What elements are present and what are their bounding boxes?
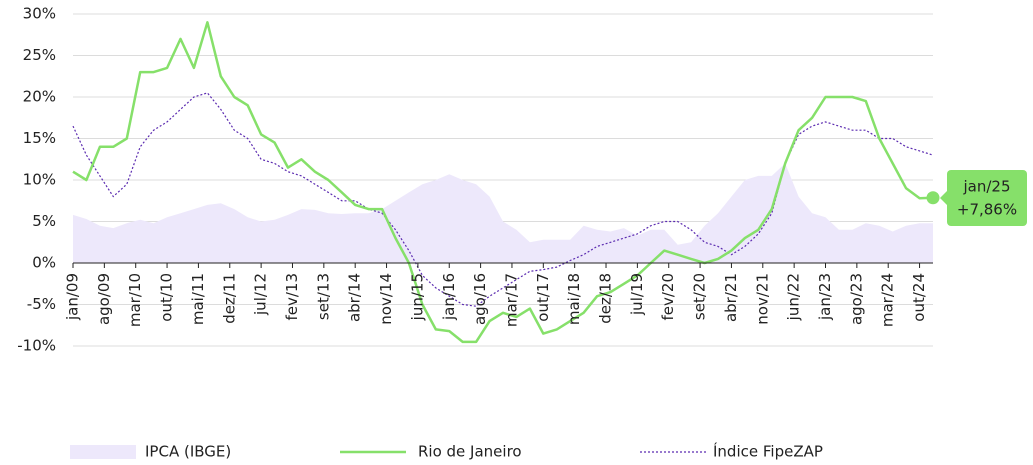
area [73,163,933,263]
legend-swatch [70,445,136,459]
legend-label: IPCA (IBGE) [145,443,231,461]
x-tick-label: jun/15 [408,273,426,321]
y-tick-label: -10% [17,337,56,355]
x-tick-label: ago/23 [847,273,865,325]
legend-label: Rio de Janeiro [418,443,522,461]
legend-label: Índice FipeZAP [713,442,823,461]
x-tick-label: abr/21 [722,273,740,322]
x-tick-label: mar/24 [879,273,897,327]
x-tick-label: jul/12 [252,273,270,316]
x-tick-label: ago/16 [471,273,489,325]
x-tick-label: fev/13 [283,273,301,321]
x-tick-label: jul/19 [628,273,646,316]
x-tick-label: out/17 [534,273,552,322]
line [72,21,934,344]
x-tick-label: jan/09 [64,273,82,321]
x-tick-label: out/10 [158,273,176,322]
x-tick-label: dez/11 [220,273,238,324]
x-tick-label: set/20 [691,273,709,320]
end-point [926,191,940,205]
x-tick-label: abr/14 [346,273,364,322]
x-tick-label: nov/21 [753,273,771,325]
x-tick-label: nov/14 [377,273,395,325]
x-tick-label: out/24 [910,273,928,322]
x-tick-label: mai/18 [565,273,583,325]
y-tick-label: 20% [23,88,56,106]
x-tick-label: mai/11 [189,273,207,325]
annotation-date: jan/25 [962,178,1010,196]
x-tick-label: mar/17 [502,273,520,327]
y-tick-label: 15% [23,129,56,147]
x-tick-label: ago/09 [95,273,113,325]
y-tick-label: 10% [23,171,56,189]
x-tick-label: jan/16 [440,273,458,321]
y-tick-label: 0% [32,254,56,272]
x-tick-label: fev/20 [659,273,677,321]
y-tick-label: 25% [23,46,56,64]
annotation-label: +7,86% [957,201,1017,219]
annotation-pointer [940,191,947,205]
x-tick-label: set/13 [314,273,332,320]
y-tick-label: 5% [32,212,56,230]
x-tick-label: mar/10 [126,273,144,327]
y-tick-label: 30% [23,5,56,23]
annotation-box [947,170,1027,226]
y-tick-label: -5% [27,295,56,313]
x-tick-label: dez/18 [597,273,615,324]
x-tick-label: jun/22 [785,273,803,321]
x-tick-label: jan/23 [816,273,834,321]
